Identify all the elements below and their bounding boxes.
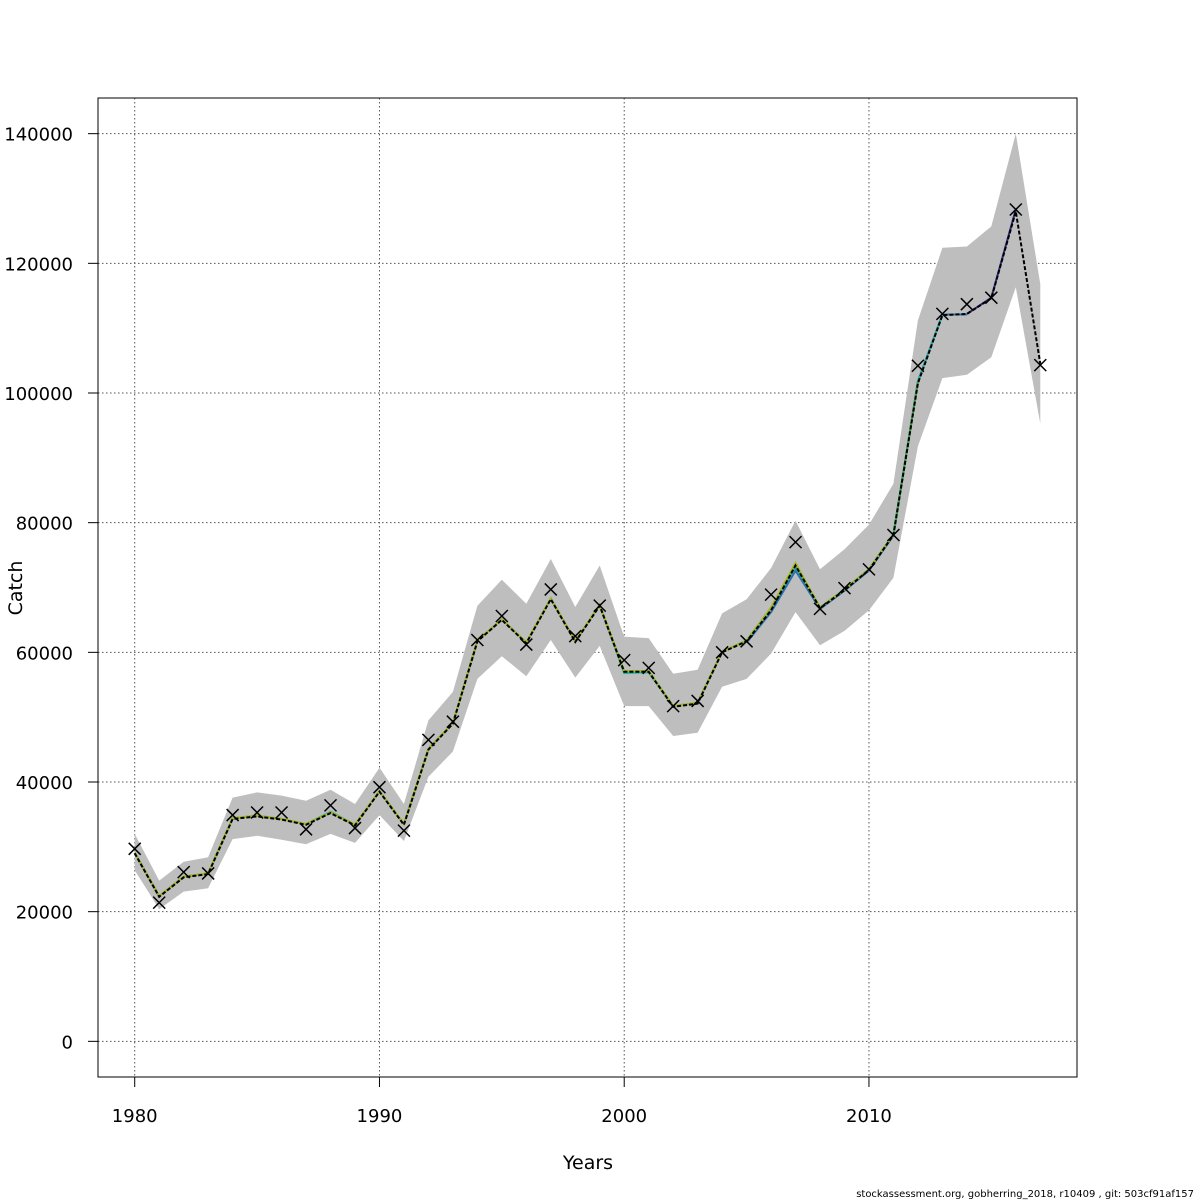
observed-catch-marker — [226, 808, 240, 822]
estimate-line — [133, 211, 1042, 899]
x-tick-label: 2000 — [601, 1106, 647, 1127]
observed-catch-marker — [446, 715, 460, 729]
y-tick-label: 80000 — [16, 514, 73, 535]
x-tick-label: 1990 — [357, 1106, 403, 1127]
observed-catch-marker — [666, 699, 680, 713]
observed-catch-marker — [201, 866, 215, 880]
confidence-band — [134, 133, 1041, 910]
y-tick-label: 140000 — [4, 125, 73, 146]
observed-catch-marker — [813, 602, 827, 616]
observed-catch-marker — [764, 588, 778, 602]
observed-catch-marker — [862, 562, 876, 576]
observed-catch-marker — [495, 609, 509, 623]
y-tick-label: 60000 — [16, 643, 73, 664]
observed-catch-marker — [789, 535, 803, 549]
y-axis: 0 20000 40000 60000 80000 100000 120000 140000 — [4, 125, 98, 1053]
x-axis: 1980 1990 2000 2010 — [112, 1076, 892, 1127]
observed-catch-marker — [911, 359, 925, 373]
observed-catch-marker — [299, 822, 313, 836]
observed-catch-marker — [935, 307, 949, 321]
observed-catch-marker — [593, 599, 607, 613]
observed-catch-marker — [691, 694, 705, 708]
observed-catch-marker — [348, 821, 362, 835]
observed-catch-marker — [984, 291, 998, 305]
observed-catch-marker — [837, 581, 852, 595]
observed-catch-marker — [250, 805, 264, 820]
observed-catch-marker — [568, 629, 582, 643]
x-axis-title: Years — [562, 1152, 613, 1174]
observed-catch-marker — [177, 865, 191, 879]
observed-catch-marker — [1009, 202, 1023, 217]
observed-catch-marker — [275, 805, 289, 820]
y-tick-label: 40000 — [16, 773, 73, 794]
observed-catch-marker — [372, 780, 386, 794]
footer-credit: stockassessment.org, gobherring_2018, r1… — [856, 1189, 1194, 1200]
observed-catch-marker — [960, 297, 974, 311]
y-tick-label: 100000 — [4, 384, 73, 405]
observed-catch-marker — [128, 842, 142, 856]
observed-catch-marker — [617, 653, 631, 667]
x-tick-label: 1980 — [112, 1106, 158, 1127]
y-axis-title: Catch — [5, 561, 27, 616]
observed-catch-marker — [642, 661, 656, 675]
observed-catch-marker — [544, 582, 558, 596]
observed-catch-markers — [128, 202, 1047, 910]
observed-catch-marker — [323, 798, 338, 812]
observed-catch-marker — [740, 634, 754, 648]
y-tick-label: 0 — [62, 1032, 73, 1053]
y-tick-label: 20000 — [16, 903, 73, 924]
y-tick-label: 120000 — [4, 254, 73, 275]
x-tick-label: 2010 — [846, 1106, 892, 1127]
observed-catch-marker — [470, 633, 484, 647]
observed-catch-marker — [152, 896, 166, 910]
observed-catch-marker — [886, 528, 900, 542]
observed-catch-marker — [519, 638, 533, 652]
observed-catch-marker — [715, 645, 729, 659]
observed-catch-marker — [1033, 358, 1047, 372]
observed-catch-marker — [421, 733, 435, 747]
observed-catch-marker — [397, 824, 411, 838]
